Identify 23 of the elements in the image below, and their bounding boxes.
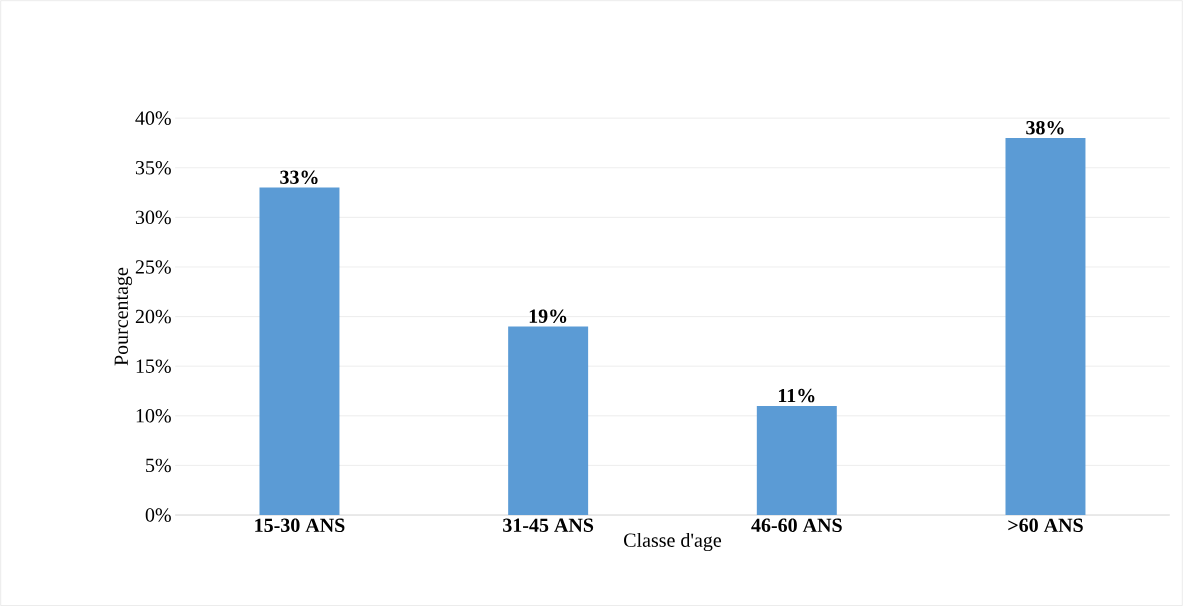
- x-tick-label: 15-30 ANS: [255, 518, 345, 532]
- data-label: 19%: [529, 309, 567, 323]
- bar: [259, 187, 340, 515]
- y-tick-label: 15%: [136, 359, 171, 373]
- bar: [508, 326, 589, 515]
- data-label: 33%: [280, 170, 318, 184]
- bar: [1005, 137, 1086, 515]
- data-label: 11%: [778, 388, 815, 403]
- y-axis-title: Pourcentage: [114, 267, 133, 366]
- data-label: 38%: [1026, 120, 1064, 135]
- y-tick-label: 35%: [135, 160, 171, 175]
- y-tick-label: 25%: [135, 260, 171, 274]
- y-tick-label: 10%: [136, 408, 171, 423]
- y-tick-label: 20%: [135, 309, 171, 324]
- x-tick-label: >60 ANS: [1008, 518, 1083, 532]
- y-tick-label: 5%: [146, 458, 171, 473]
- x-tick-label: 31-45 ANS: [503, 518, 594, 532]
- y-tick-label: 0%: [145, 508, 171, 522]
- y-tick-label: 40%: [135, 111, 171, 125]
- y-tick-label: 30%: [135, 210, 171, 225]
- x-tick-label: 46-60 ANS: [751, 518, 842, 532]
- bar: [756, 405, 837, 515]
- x-axis-title: Classe d'age: [624, 532, 722, 551]
